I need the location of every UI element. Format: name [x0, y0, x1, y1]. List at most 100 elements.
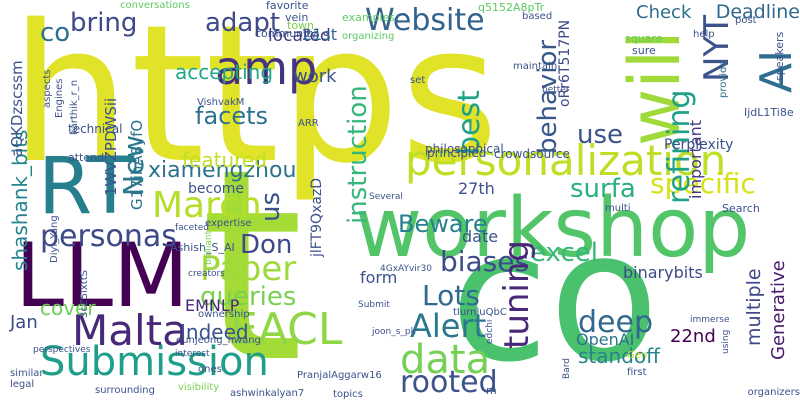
cloud-word-27th: 27th	[458, 179, 495, 198]
cloud-word-vein: vein	[285, 11, 309, 24]
cloud-word-jan: Jan	[10, 312, 38, 333]
cloud-word-personalization: personalization	[405, 136, 727, 185]
cloud-word-generative: Generative	[768, 260, 789, 360]
cloud-word-ashwinkalyan7: ashwinkalyan7	[230, 388, 305, 399]
cloud-word-interest: interest	[175, 349, 210, 359]
cloud-word-perplexity: Perplexity	[664, 137, 734, 153]
cloud-word-biases: biases	[440, 245, 530, 278]
cloud-word-personas: personas	[40, 219, 177, 254]
cloud-word-standoff: standoff	[578, 344, 660, 368]
cloud-word-excel: excel	[530, 238, 598, 268]
cloud-word-engines: Engines	[54, 79, 65, 119]
cloud-word-bring: bring	[70, 8, 138, 38]
cloud-word-important: important	[686, 120, 705, 200]
cloud-word-accepting: accepting	[175, 60, 274, 84]
cloud-word-featured: featured	[182, 148, 267, 172]
cloud-word-tiurnluqbc: tIurnluQbC	[453, 307, 507, 318]
cloud-word-paper: Paper	[200, 249, 297, 289]
cloud-word-immerse: immerse	[690, 315, 730, 325]
cloud-word-edchi: edchi	[485, 320, 495, 345]
cloud-word-co: co	[450, 193, 660, 400]
cloud-word-set: set	[410, 75, 426, 86]
cloud-word-xiamengzhou: xiamengzhou	[148, 158, 297, 183]
cloud-word-website: Website	[365, 3, 485, 38]
cloud-word-aspects: aspects	[42, 70, 53, 109]
cloud-word-use: use	[577, 120, 624, 150]
cloud-word-speakers: speakers	[773, 32, 786, 82]
cloud-word-gen: Gen	[627, 350, 648, 361]
cloud-word-organizers: organizers	[747, 387, 800, 398]
cloud-word-first: first	[627, 367, 647, 378]
cloud-word-eunjeong-hwang: eunjeong_hwang	[176, 335, 261, 346]
cloud-word-search: Search	[722, 202, 760, 215]
cloud-word-town: town	[287, 19, 315, 32]
cloud-word-cover: cover	[40, 296, 96, 320]
cloud-word-us: us	[256, 192, 286, 223]
cloud-word-22nd: 22nd	[670, 326, 716, 347]
cloud-word-ones: ones	[198, 364, 222, 375]
cloud-word-examples: examples	[342, 11, 396, 24]
cloud-word-malta: Malta	[72, 306, 188, 355]
cloud-word-topics: topics	[333, 389, 363, 400]
cloud-word-creators: creators	[188, 269, 225, 279]
cloud-word-arr: ARR	[298, 118, 319, 129]
cloud-word-located: located	[268, 26, 331, 46]
cloud-word-deep: deep	[578, 305, 653, 340]
cloud-word-crowdsource: crowdsource	[494, 147, 570, 161]
cloud-word-better: better	[542, 85, 570, 95]
cloud-word-t: t	[200, 113, 304, 400]
cloud-word-march: March	[152, 185, 262, 226]
cloud-word-21st: 21st	[302, 25, 337, 44]
cloud-word-using: using	[721, 330, 731, 355]
cloud-word-tuning: tuning	[497, 240, 537, 350]
cloud-word-https: https	[10, 0, 500, 205]
cloud-word-jlft9qxazd: jlFT9QxazD	[309, 178, 325, 258]
cloud-word-multi: multi	[605, 203, 631, 214]
cloud-word-maintain: maintain	[513, 61, 558, 72]
cloud-word-3cz5ixtts: 3cZ5ixttS	[79, 270, 90, 318]
cloud-word-organizing: organizing	[342, 31, 395, 42]
cloud-word-provide: provide	[718, 60, 729, 98]
cloud-word-multiple: multiple	[743, 268, 765, 346]
cloud-word-surrounding: surrounding	[95, 385, 155, 396]
cloud-word-co: co	[40, 18, 71, 48]
cloud-word-vishvakm: VishvakM	[197, 97, 245, 108]
cloud-word-data: data	[400, 337, 491, 383]
cloud-word-deadline: Deadline	[715, 1, 800, 23]
cloud-word-favorite: favorite	[266, 0, 309, 12]
cloud-word-square: square	[625, 32, 663, 45]
cloud-word-several: Several	[369, 192, 403, 202]
cloud-word-specific: specific	[650, 167, 756, 200]
cloud-word-q5152a8ptr: q5152A8pTr	[478, 1, 545, 14]
cloud-word-surfa: surfa	[570, 174, 636, 204]
cloud-word-perspectives: perspectives	[33, 345, 91, 355]
cloud-word-check: Check	[636, 2, 692, 23]
cloud-word-4gxayvir30: 4GxAYvir30	[380, 264, 432, 274]
cloud-word-expertise: expertise	[205, 218, 252, 229]
cloud-word-attend: attend	[68, 151, 105, 164]
cloud-word-alert: Alert	[410, 307, 487, 345]
cloud-word-visibility: visibility	[178, 382, 220, 393]
cloud-word-form: form	[360, 268, 398, 287]
cloud-word-binarybits: binarybits	[623, 263, 703, 282]
cloud-word-queries: queries	[200, 282, 297, 312]
cloud-word-philosophical: philosophical	[425, 142, 504, 156]
cloud-word-amp: amp	[215, 41, 318, 95]
cloud-word-joon-s-pk: joon_s_pk	[372, 327, 416, 337]
cloud-word-lots: Lots	[422, 279, 480, 312]
cloud-word-bard: Bard	[562, 358, 572, 379]
cloud-word-aqkdzscssm: aQKDzscssm	[8, 60, 26, 157]
cloud-word-post: post	[735, 15, 757, 26]
cloud-word-m: m	[486, 384, 497, 397]
cloud-word-openai: OpenAI	[576, 330, 635, 349]
cloud-word-sure: sure	[632, 44, 656, 57]
cloud-word-1wvzpdwsii: 1WVZPDWSii	[102, 98, 120, 197]
cloud-word-indeed: Indeed	[180, 320, 249, 344]
cloud-word-technical: technical	[68, 122, 123, 136]
cloud-word-adapt: adapt	[205, 8, 281, 38]
cloud-word-instruction: instruction	[343, 85, 373, 224]
cloud-word-brilliant: brilliant	[204, 231, 214, 266]
cloud-word-eacl: EACL	[230, 304, 343, 355]
cloud-word-conversations: conversations	[120, 0, 190, 11]
